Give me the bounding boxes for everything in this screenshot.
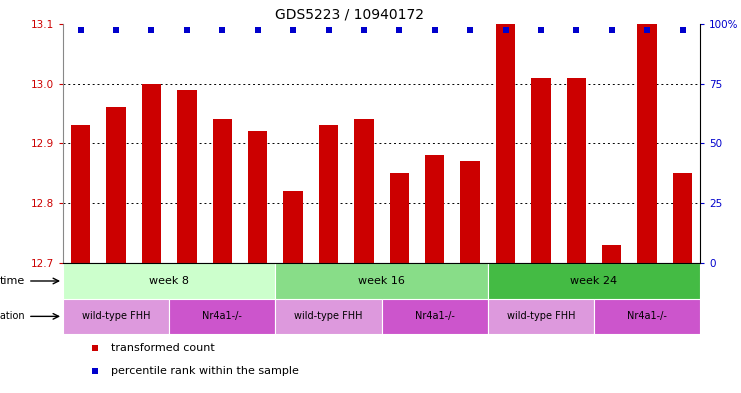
Point <box>535 26 547 33</box>
Text: wild-type FHH: wild-type FHH <box>507 311 575 321</box>
Text: Nr4a1-/-: Nr4a1-/- <box>627 311 667 321</box>
Bar <box>276 299 382 334</box>
Text: genotype/variation: genotype/variation <box>0 311 24 321</box>
Bar <box>63 263 276 299</box>
Bar <box>594 299 700 334</box>
Text: week 24: week 24 <box>571 276 617 286</box>
Bar <box>531 77 551 263</box>
Point <box>252 26 264 33</box>
Bar <box>63 299 169 334</box>
Point <box>499 26 511 33</box>
Point <box>358 26 370 33</box>
Point <box>110 26 122 33</box>
Bar <box>169 299 276 334</box>
Bar <box>382 299 488 334</box>
Bar <box>488 299 594 334</box>
Bar <box>107 107 126 263</box>
Text: week 8: week 8 <box>149 276 189 286</box>
Bar <box>460 162 480 263</box>
Bar <box>567 77 586 263</box>
Bar <box>276 263 488 299</box>
Bar <box>319 125 338 263</box>
Point <box>181 26 193 33</box>
Point <box>677 26 688 33</box>
Point <box>75 26 87 33</box>
Bar <box>283 191 303 263</box>
Bar <box>142 84 162 263</box>
Bar <box>213 119 232 263</box>
Point <box>606 26 618 33</box>
Text: Nr4a1-/-: Nr4a1-/- <box>415 311 455 321</box>
Bar <box>390 173 409 263</box>
Text: time: time <box>0 276 24 286</box>
Point <box>641 26 653 33</box>
Bar <box>425 155 445 263</box>
Point <box>322 26 334 33</box>
Point <box>429 26 441 33</box>
Point <box>288 26 299 33</box>
Bar <box>496 0 515 263</box>
Bar <box>488 263 700 299</box>
Text: transformed count: transformed count <box>111 343 215 353</box>
Bar <box>71 125 90 263</box>
Point <box>216 26 228 33</box>
Text: week 16: week 16 <box>358 276 405 286</box>
Bar <box>354 119 373 263</box>
Point <box>145 26 157 33</box>
Bar <box>248 132 268 263</box>
Point <box>571 26 582 33</box>
Point <box>464 26 476 33</box>
Text: wild-type FHH: wild-type FHH <box>82 311 150 321</box>
Bar <box>177 90 196 263</box>
Text: Nr4a1-/-: Nr4a1-/- <box>202 311 242 321</box>
Title: GDS5223 / 10940172: GDS5223 / 10940172 <box>275 7 425 21</box>
Text: wild-type FHH: wild-type FHH <box>294 311 363 321</box>
Point <box>393 26 405 33</box>
Bar <box>673 173 692 263</box>
Bar <box>637 0 657 263</box>
Text: percentile rank within the sample: percentile rank within the sample <box>111 366 299 376</box>
Bar <box>602 245 622 263</box>
